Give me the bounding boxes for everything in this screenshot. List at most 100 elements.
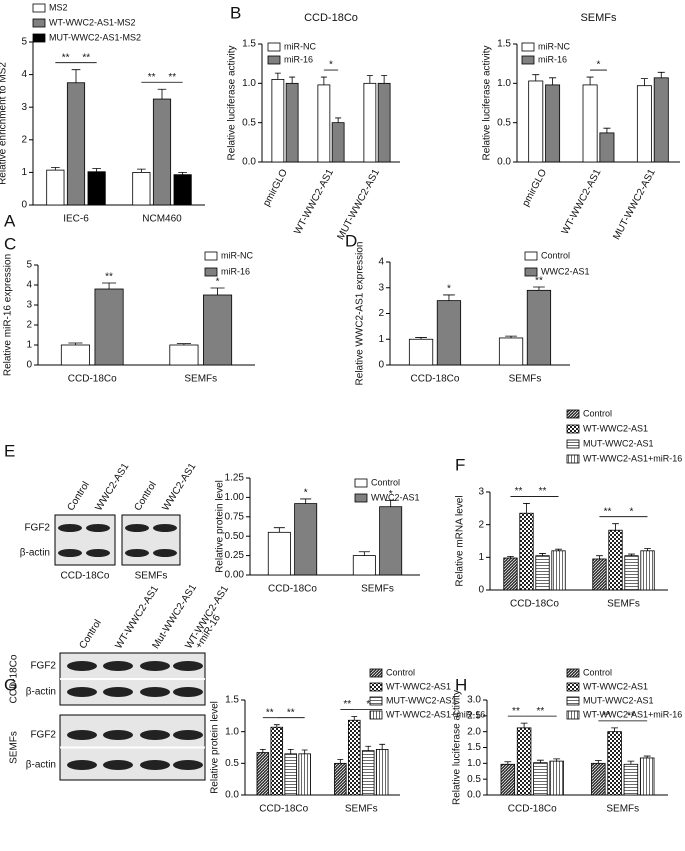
- y-tick-label: 0.0: [242, 157, 256, 168]
- legend-label: WT-WWC2-AS1+miR-16: [583, 453, 682, 463]
- significance-label: **: [148, 72, 156, 83]
- significance-label: **: [343, 699, 351, 710]
- blot-band: [140, 730, 170, 740]
- bar: [352, 555, 376, 576]
- legend-swatch: [369, 682, 383, 692]
- legend-swatch: [521, 42, 535, 52]
- significance-label: *: [216, 277, 220, 288]
- blot-band: [103, 687, 133, 697]
- error-bar: [536, 759, 544, 763]
- panel-letter: G: [4, 675, 17, 694]
- legend-swatch: [566, 668, 580, 678]
- row-label: FGF2: [30, 730, 56, 741]
- blot-band: [67, 687, 97, 697]
- y-tick-label: 5: [21, 37, 27, 48]
- bar: [46, 169, 65, 206]
- significance-label: *: [597, 60, 601, 71]
- blot-band: [67, 760, 97, 770]
- legend-swatch: [267, 42, 281, 52]
- lane-label: Control: [65, 480, 91, 513]
- legend-swatch: [566, 454, 580, 464]
- bar: [436, 300, 462, 366]
- x-tick-label: NCM460: [142, 214, 182, 225]
- legend-label: MUT-WWC2-AS1: [583, 695, 654, 705]
- error-bar: [586, 76, 594, 85]
- error-bar: [596, 555, 603, 559]
- y-tick-label: 1.5: [467, 742, 481, 753]
- y-tick-label: 0.0: [497, 157, 511, 168]
- error-bar: [68, 342, 83, 345]
- error-bar: [533, 286, 545, 291]
- bar: [375, 749, 389, 796]
- y-axis-label: Relative luciferase activity: [452, 690, 463, 805]
- bar: [535, 555, 550, 591]
- significance-label: *: [329, 60, 333, 71]
- y-tick-label: 1.0: [242, 78, 256, 89]
- error-bar: [335, 117, 342, 123]
- blot-image: [121, 514, 181, 566]
- y-tick-label: 5: [26, 260, 32, 271]
- x-tick-label: SEMFs: [184, 374, 217, 385]
- bar: [361, 750, 375, 796]
- bar: [551, 550, 566, 591]
- legend-swatch: [566, 424, 580, 434]
- error-bar: [520, 722, 528, 728]
- group-label: CCD-18Co: [61, 571, 110, 582]
- significance-label: **: [105, 272, 113, 283]
- bar: [270, 726, 284, 796]
- significance-label: **: [627, 711, 635, 722]
- bar: [363, 82, 377, 163]
- error-bar: [385, 500, 397, 507]
- error-bar: [612, 523, 619, 531]
- error-bar: [507, 555, 514, 558]
- legend-swatch: [32, 33, 46, 43]
- error-bar: [640, 78, 648, 86]
- y-tick-label: 0.75: [225, 511, 245, 522]
- error-bar: [539, 553, 546, 556]
- bar: [169, 344, 199, 366]
- error-bar: [644, 548, 651, 551]
- x-tick-label: WT-WWC2-AS1: [292, 167, 336, 236]
- blot-band: [173, 760, 203, 770]
- error-bar: [92, 168, 101, 172]
- significance-label: *: [389, 489, 393, 500]
- bar: [331, 122, 345, 163]
- bar: [607, 731, 622, 796]
- y-axis-label: Relative mRNA level: [455, 495, 466, 586]
- bar: [256, 752, 270, 796]
- blot-band: [58, 549, 82, 557]
- x-tick-label: SEMFs: [607, 599, 640, 610]
- significance-label: **: [287, 707, 295, 718]
- y-tick-label: 1.5: [225, 695, 239, 706]
- error-bar: [504, 761, 512, 765]
- error-bar: [157, 88, 167, 100]
- bar: [284, 753, 297, 796]
- legend-label: WT-WWC2-AS1: [583, 681, 648, 691]
- blot-band: [67, 661, 97, 671]
- bar: [519, 512, 534, 591]
- error-bar: [287, 749, 294, 754]
- error-bar: [505, 335, 517, 338]
- blot-image: [54, 514, 116, 566]
- bar: [516, 727, 532, 796]
- y-tick-label: 0.25: [225, 550, 245, 561]
- x-tick-label: SEMFs: [509, 374, 542, 385]
- panel-letter: F: [455, 455, 465, 474]
- legend-label: miR-NC: [221, 250, 253, 260]
- x-tick-label: CCD-18Co: [68, 374, 117, 385]
- bar: [87, 171, 106, 206]
- legend-swatch: [354, 493, 368, 503]
- bar: [582, 84, 598, 163]
- panel-letter: C: [4, 234, 16, 253]
- bar: [599, 132, 615, 163]
- error-bar: [210, 287, 225, 295]
- lane-label: WWC2-AS1: [93, 461, 131, 513]
- legend-label: MUT-WWC2-AS1: [583, 438, 654, 448]
- x-tick-label: pmirGLO: [520, 167, 549, 208]
- legend-label: MS2: [49, 2, 68, 12]
- legend-label: WWC2-AS1: [541, 266, 590, 276]
- x-tick-label: SEMFs: [606, 804, 639, 815]
- bar: [94, 288, 124, 366]
- x-tick-label: CCD-18Co: [510, 599, 559, 610]
